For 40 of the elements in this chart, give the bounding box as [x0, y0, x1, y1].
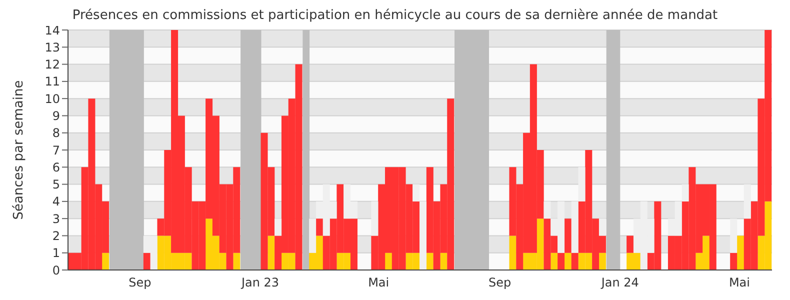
- bar: [143, 252, 150, 270]
- bar: [730, 252, 738, 270]
- bar: [420, 201, 427, 270]
- y-tick-label: 6: [52, 160, 60, 174]
- x-tick-label: Mai: [368, 276, 390, 290]
- x-tick-label: Mai: [728, 276, 750, 290]
- bar: [564, 218, 572, 253]
- bar: [564, 252, 572, 270]
- chart-title: Présences en commissions et participation en hémicycle au cours de sa dernière année de mandat: [72, 8, 718, 23]
- bar: [598, 252, 606, 270]
- y-tick-label: 12: [44, 58, 60, 72]
- bar: [558, 252, 565, 270]
- bar: [268, 236, 275, 270]
- x-tick-label: Jan 24: [600, 276, 639, 290]
- y-tick-label: 0: [52, 263, 60, 278]
- bar: [509, 236, 516, 270]
- bar: [316, 218, 323, 236]
- y-axis-title: Séances par semaine: [12, 80, 27, 220]
- bar: [102, 252, 110, 270]
- y-tick-label: 4: [52, 194, 60, 209]
- y-tick-label: 11: [44, 74, 60, 89]
- bar: [736, 236, 744, 270]
- y-tick-label: 7: [52, 143, 60, 158]
- y-tick-label: 9: [52, 108, 60, 123]
- y-tick-label: 5: [52, 178, 60, 192]
- y-tick-label: 14: [44, 23, 60, 38]
- bar: [550, 252, 558, 270]
- bar: [571, 252, 578, 270]
- bar: [626, 236, 634, 253]
- y-tick-label: 2: [52, 228, 60, 243]
- y-tick-label: 3: [52, 212, 60, 226]
- y-tick-label: 1: [52, 246, 60, 260]
- x-tick-label: Jan 23: [240, 276, 280, 290]
- bar: [384, 252, 392, 270]
- x-tick-label: Sep: [128, 276, 152, 290]
- y-tick-label: 8: [52, 126, 60, 140]
- y-tick-label: 10: [44, 92, 60, 106]
- x-tick-label: Sep: [488, 276, 512, 290]
- y-tick-label: 13: [44, 40, 60, 54]
- bar: [426, 252, 434, 270]
